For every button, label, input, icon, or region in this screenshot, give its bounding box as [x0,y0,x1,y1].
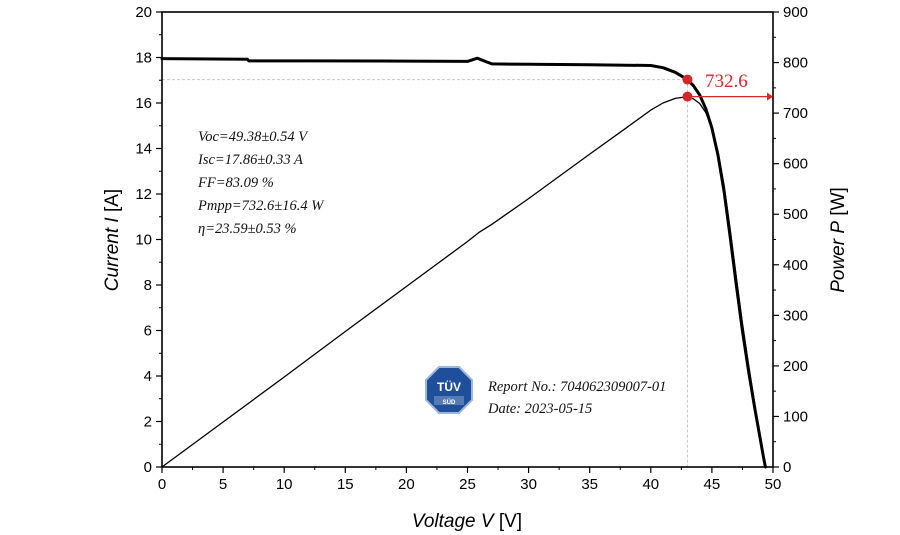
y-left-tick-label: 16 [135,95,152,112]
y-right-tick-label: 200 [783,358,808,375]
y-right-tick-label: 900 [783,4,808,21]
y-left-tick-label: 14 [135,141,152,158]
x-tick-label: 35 [581,476,598,493]
mpp-guide-lines [162,79,688,467]
x-tick-label: 45 [704,476,721,493]
y-left-tick-label: 18 [135,50,152,67]
pv-curve [161,95,767,468]
mpp-arrow-head [767,92,773,101]
y-right-tick-label: 800 [783,55,808,72]
y-left-tick-label: 0 [144,459,152,476]
y-right-tick-label: 0 [783,459,791,476]
y-left-axis-title: Current I [A] [102,189,123,291]
annotation-ff: FF=83.09 % [197,175,274,191]
x-tick-label: 5 [219,476,227,493]
axis-ticks: 0 5 10 15 20 25 30 35 40 45 5002468101214161820010… [135,4,808,493]
y-right-tick-label: 400 [783,257,808,274]
tuv-sud-logo: TÜV SÜD [425,366,473,414]
y-right-tick-label: 500 [783,206,808,223]
y-right-tick-label: 600 [783,156,808,173]
y-right-tick-label: 300 [783,307,808,324]
y-left-tick-label: 12 [135,186,152,203]
mpp-markers [682,74,773,102]
report-date: Date: 2023-05-15 [487,401,592,417]
x-tick-label: 40 [642,476,659,493]
mpp-power-label: 732.6 [705,71,748,92]
x-tick-label: 10 [276,476,293,493]
x-axis-title: Voltage V [V] [412,511,522,532]
mpp-current-marker [682,74,693,85]
y-left-tick-label: 6 [144,323,152,340]
annotation-voc: Voc=49.38±0.54 V [198,129,309,145]
y-right-axis-title: Power P [W] [828,187,849,293]
tuv-logo-text-top: TÜV [437,379,461,394]
y-right-tick-label: 700 [783,105,808,122]
annotation-pmpp: Pmpp=732.6±16.4 W [197,198,325,214]
annotation-eta: η=23.59±0.53 % [198,221,297,237]
iv-curve [160,56,767,469]
x-tick-label: 25 [459,476,476,493]
x-tick-label: 20 [398,476,415,493]
tuv-logo-octagon [425,366,473,414]
parameter-annotations: Voc=49.38±0.54 V Isc=17.86±0.33 A FF=83.… [197,129,325,237]
y-left-tick-label: 4 [144,368,152,385]
y-right-tick-label: 100 [783,408,808,425]
y-left-tick-label: 2 [144,414,152,431]
y-left-tick-label: 10 [135,232,152,249]
tuv-logo-text-bottom: SÜD [443,399,456,406]
report-number: Report No.: 704062309007-01 [487,379,666,395]
x-tick-label: 15 [337,476,354,493]
y-left-tick-label: 8 [144,277,152,294]
curves-layer [160,56,767,469]
x-tick-label: 50 [765,476,782,493]
x-tick-label: 30 [520,476,537,493]
y-left-tick-label: 20 [135,4,152,21]
annotation-isc: Isc=17.86±0.33 A [197,152,303,168]
x-tick-label: 0 [158,476,166,493]
